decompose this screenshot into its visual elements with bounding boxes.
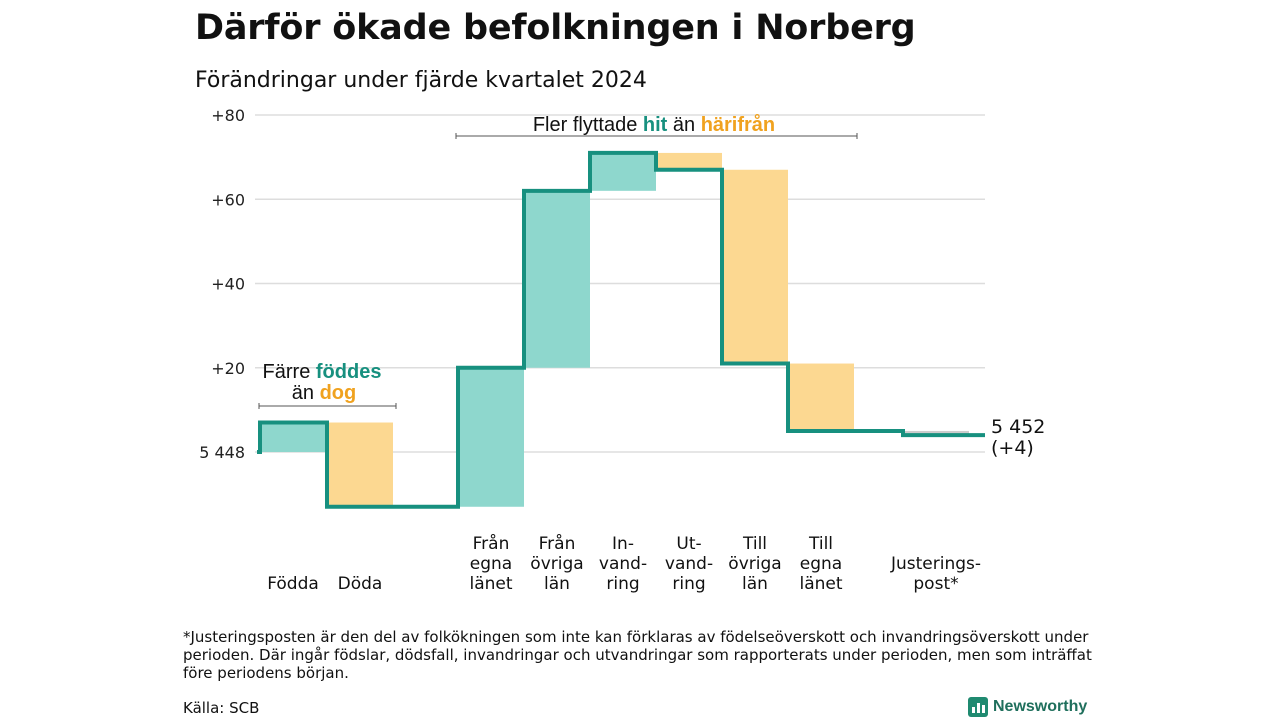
category-label: Från — [473, 533, 510, 554]
annotation-span: Färre — [263, 361, 316, 383]
annotation-text: Fler flyttade hit än härifrån — [533, 113, 775, 136]
annotation-span: än — [667, 114, 700, 136]
logo-text: Newsworthy — [993, 698, 1088, 715]
category-label: Till — [742, 534, 767, 554]
waterfall-bar — [327, 422, 393, 507]
footnote: *Justeringsposten är den del av folkökni… — [183, 628, 1092, 682]
category-label: post* — [913, 574, 958, 594]
category-label: Födda — [267, 574, 319, 594]
category-label: ring — [606, 574, 639, 594]
annotation-text: Färre föddes — [263, 361, 382, 383]
waterfall-bar — [524, 190, 590, 368]
waterfall-bar — [260, 422, 326, 452]
y-tick-label: +20 — [211, 359, 245, 378]
category-label: ring — [672, 574, 705, 594]
annotation-span: dog — [320, 382, 357, 404]
waterfall-bar — [903, 430, 969, 436]
category-label: In- — [612, 534, 634, 554]
chart-title: Därför ökade befolkningen i Norberg — [195, 8, 916, 48]
waterfall-bar — [656, 152, 722, 170]
waterfall-bar — [590, 152, 656, 191]
category-label: län — [544, 574, 570, 594]
y-tick-label-base: 5 448 — [199, 443, 245, 462]
annotation-text: än dog — [292, 382, 356, 404]
y-tick-label: +80 — [211, 106, 245, 125]
annotation-span: Fler flyttade — [533, 114, 643, 136]
waterfall-bar — [458, 367, 524, 507]
annotation-span: föddes — [316, 361, 382, 383]
category-label: Till — [808, 534, 833, 554]
category-label: Justerings- — [890, 554, 981, 574]
annotation-span: härifrån — [701, 113, 775, 136]
end-value-label: (+4) — [991, 437, 1034, 459]
category-label: egna — [470, 554, 512, 574]
category-label: länet — [469, 574, 512, 594]
category-label: vand- — [599, 554, 647, 574]
category-label: övriga — [530, 554, 583, 574]
category-label: Från — [539, 533, 576, 554]
annotation-span: än — [292, 382, 320, 404]
waterfall-bar — [722, 169, 788, 364]
cumulative-step-line — [257, 150, 985, 509]
category-label: län — [742, 574, 768, 594]
end-value-label: 5 452 — [991, 416, 1045, 438]
category-label: Ut- — [676, 534, 701, 554]
y-tick-label: +60 — [211, 190, 245, 209]
category-label: egna — [800, 554, 842, 574]
category-label: vand- — [665, 554, 713, 574]
annotation-span: hit — [643, 114, 668, 136]
waterfall-bar — [788, 363, 854, 431]
newsworthy-logo: Newsworthy — [968, 697, 1087, 717]
bar-chart-icon — [968, 697, 988, 717]
category-label: övriga — [728, 554, 781, 574]
source-label: Källa: SCB — [183, 699, 260, 717]
chart-subtitle: Förändringar under fjärde kvartalet 2024 — [195, 68, 647, 93]
category-label: Döda — [338, 574, 383, 594]
category-label: länet — [799, 574, 842, 594]
y-tick-label: +40 — [211, 275, 245, 294]
